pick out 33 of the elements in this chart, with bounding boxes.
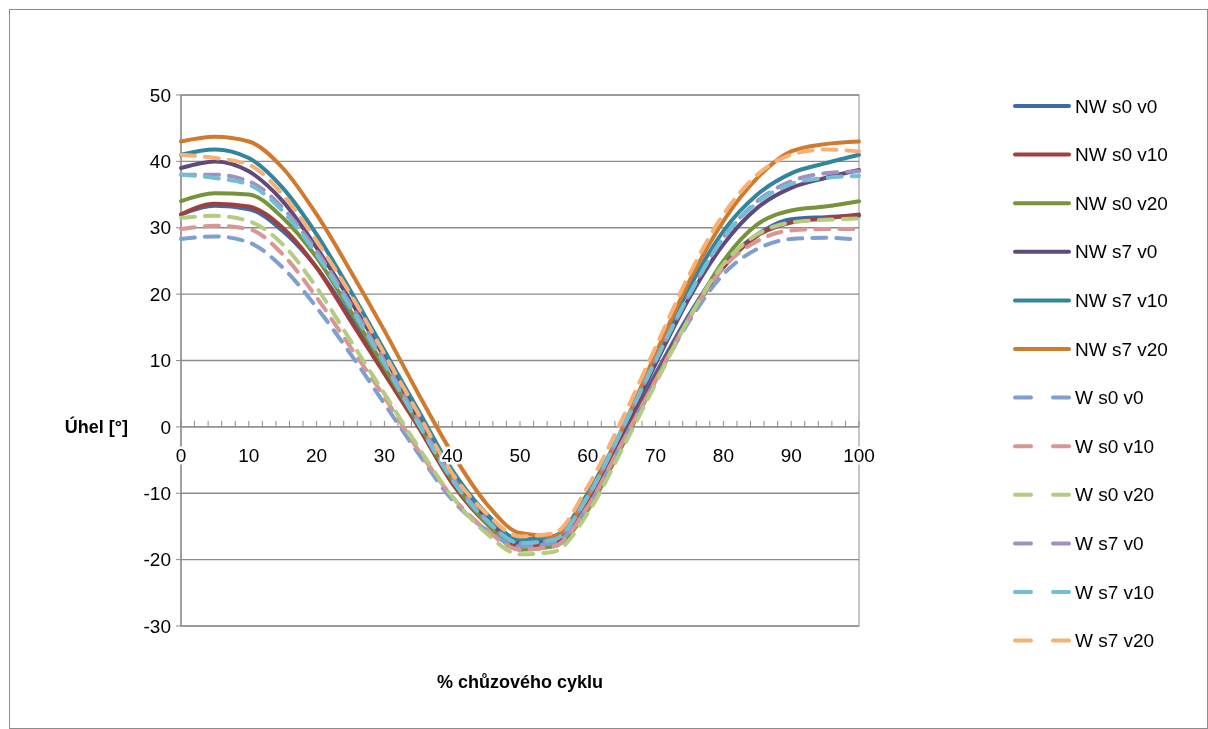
legend-label: NW s7 v20: [1075, 338, 1168, 360]
x-axis-title: % chůzového cyklu: [436, 672, 604, 692]
x-tick-label: 10: [238, 444, 260, 466]
y-tick-label: 0: [160, 416, 171, 438]
legend-label: W s0 v20: [1075, 484, 1155, 506]
legend-label: W s7 v0: [1075, 533, 1144, 555]
x-tick-label: 90: [780, 444, 802, 466]
y-tick-label: 20: [149, 283, 171, 305]
y-tick-label: -10: [143, 482, 171, 504]
x-tick-label: 30: [373, 444, 395, 466]
y-tick-label: -30: [143, 615, 171, 637]
y-tick-label: 10: [149, 350, 171, 372]
legend-label: W s7 v10: [1075, 581, 1155, 603]
legend-label: NW s0 v20: [1075, 192, 1168, 214]
y-tick-label: 50: [149, 84, 171, 106]
x-tick-label: 100: [843, 444, 875, 466]
y-axis-title: Úhel [°]: [64, 416, 128, 438]
legend-label: W s0 v0: [1075, 387, 1144, 409]
x-tick-label: 50: [509, 444, 531, 466]
x-tick-label: 80: [712, 444, 734, 466]
y-tick-label: 30: [149, 217, 171, 239]
legend-label: NW s7 v0: [1075, 241, 1158, 263]
legend-label: NW s0 v0: [1075, 95, 1158, 117]
y-tick-label: -20: [143, 549, 171, 571]
x-tick-label: 70: [645, 444, 667, 466]
legend-label: NW s0 v10: [1075, 144, 1168, 166]
x-tick-label: 20: [306, 444, 328, 466]
legend-label: W s7 v20: [1075, 630, 1155, 652]
x-tick-label: 60: [577, 444, 599, 466]
legend-label: NW s7 v10: [1075, 290, 1168, 312]
legend-label: W s0 v10: [1075, 435, 1155, 457]
y-tick-label: 40: [149, 151, 171, 173]
x-tick-label: 0: [175, 444, 187, 466]
